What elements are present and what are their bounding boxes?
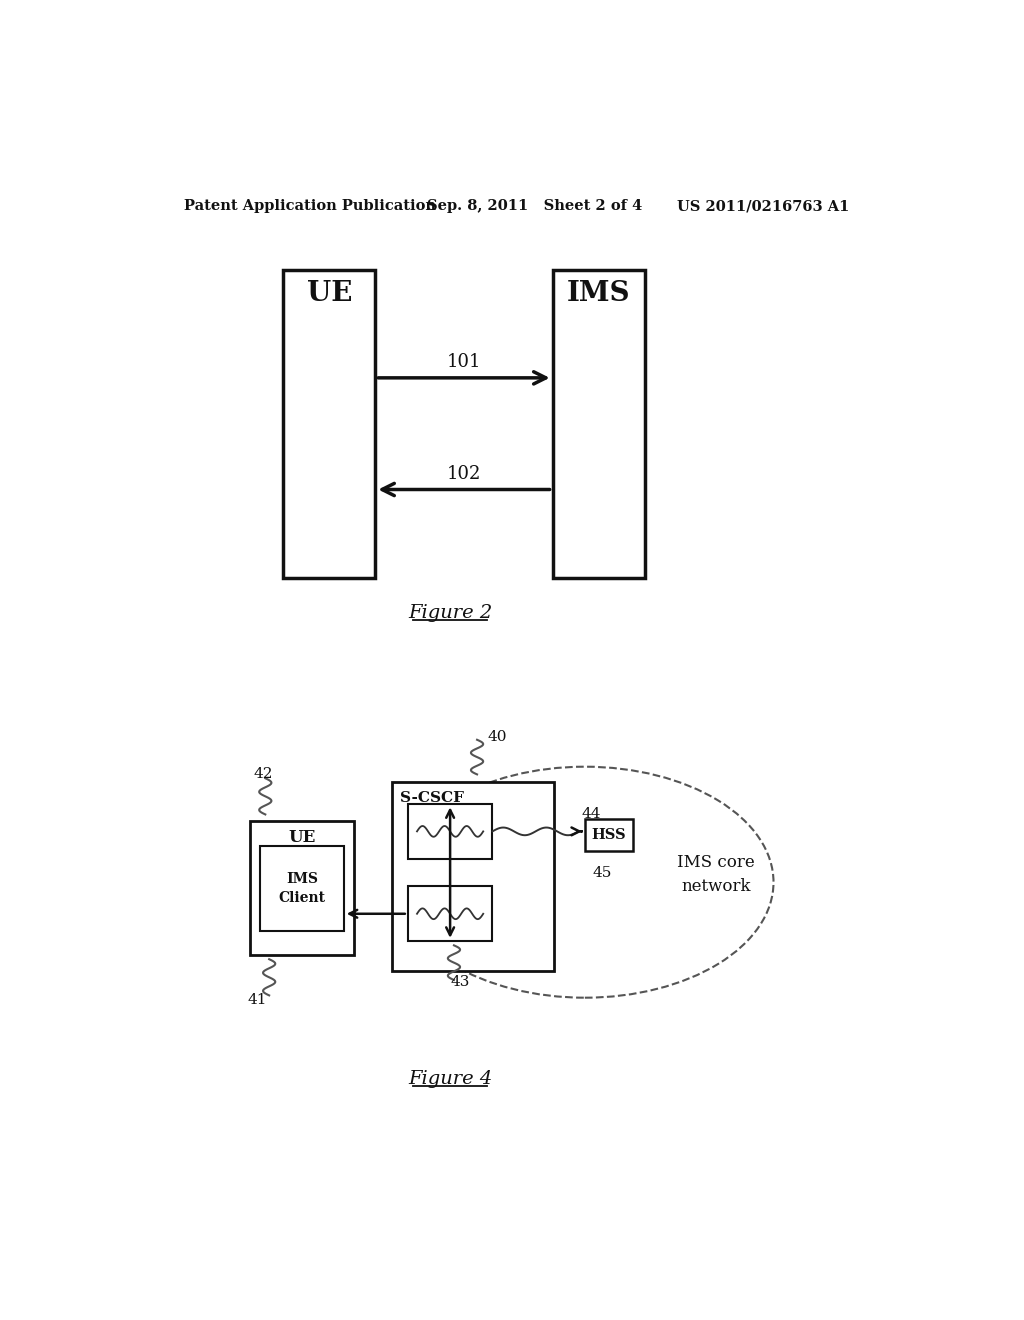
Text: Figure 4: Figure 4 bbox=[408, 1069, 493, 1088]
Bar bbox=[408, 886, 493, 941]
Text: 41: 41 bbox=[248, 993, 267, 1007]
Text: IMS core
network: IMS core network bbox=[677, 854, 755, 895]
Text: 102: 102 bbox=[446, 465, 481, 483]
Text: US 2011/0216763 A1: US 2011/0216763 A1 bbox=[677, 199, 850, 213]
Bar bbox=[585, 818, 633, 851]
Text: 44: 44 bbox=[581, 808, 600, 821]
Text: IMS: IMS bbox=[567, 280, 631, 306]
Text: UE: UE bbox=[306, 280, 352, 306]
Text: Patent Application Publication: Patent Application Publication bbox=[184, 199, 436, 213]
Text: 45: 45 bbox=[593, 866, 612, 880]
Bar bbox=[260, 846, 344, 931]
Text: 43: 43 bbox=[451, 974, 469, 989]
Text: S-CSCF: S-CSCF bbox=[400, 791, 464, 804]
Text: Figure 2: Figure 2 bbox=[408, 603, 493, 622]
Bar bbox=[283, 271, 376, 578]
Bar bbox=[392, 781, 554, 970]
Text: 101: 101 bbox=[446, 354, 481, 371]
Text: Sep. 8, 2011   Sheet 2 of 4: Sep. 8, 2011 Sheet 2 of 4 bbox=[427, 199, 642, 213]
Text: UE: UE bbox=[288, 829, 315, 846]
Text: HSS: HSS bbox=[592, 828, 626, 842]
Text: 40: 40 bbox=[487, 730, 507, 744]
Text: 42: 42 bbox=[254, 767, 273, 781]
Text: IMS
Client: IMS Client bbox=[279, 871, 326, 906]
Ellipse shape bbox=[396, 767, 773, 998]
Bar bbox=[250, 821, 354, 956]
Bar bbox=[408, 804, 493, 859]
Bar bbox=[553, 271, 645, 578]
